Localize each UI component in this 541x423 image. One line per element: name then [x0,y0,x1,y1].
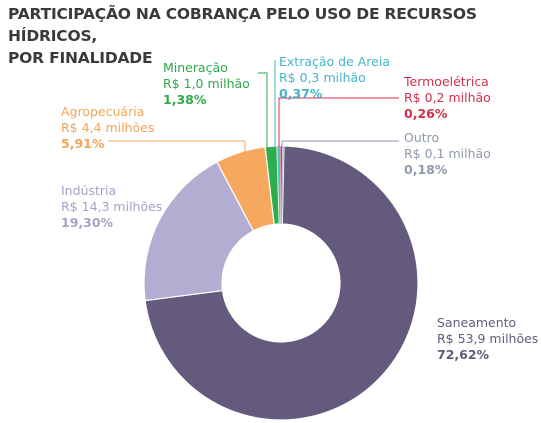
label-industria-percent: 19,30% [61,215,114,230]
leader-line-agropecuaria [108,140,246,156]
label-mineracao-name: Mineração [163,60,228,75]
label-outro-value: R$ 0,1 milhão [404,146,491,161]
label-saneamento-value: R$ 53,9 milhões [437,331,538,346]
chart-title-line-1: PARTICIPAÇÃO NA COBRANÇA PELO USO DE REC… [8,5,477,45]
slice-saneamento [144,145,419,421]
label-industria-value: R$ 14,3 milhões [61,199,162,214]
label-extracao-de-areia-percent: 0,37% [279,86,323,101]
label-mineracao-percent: 1,38% [163,92,207,107]
label-termoeletrica-value: R$ 0,2 milhão [404,90,491,105]
slice-industria [143,161,255,302]
label-outro-percent: 0,18% [404,162,448,177]
leader-lines-layer [108,60,399,156]
label-agropecuaria-value: R$ 4,4 milhões [61,120,154,135]
label-termoeletrica-percent: 0,26% [404,106,448,121]
label-agropecuaria-percent: 5,91% [61,136,105,151]
label-outro-name: Outro [404,130,439,145]
label-saneamento-name: Saneamento [437,315,516,330]
slice-outro [281,145,285,225]
label-extracao-de-areia-value: R$ 0,3 milhão [279,70,366,85]
label-saneamento-percent: 72,62% [437,347,490,362]
label-industria-name: Indústria [61,183,116,198]
label-extracao-de-areia-name: Extração de Areia [279,54,390,69]
leader-line-mineracao [258,72,268,148]
label-termoeletrica-name: Termoelétrica [403,74,489,89]
label-agropecuaria-name: Agropecuária [61,104,144,119]
leader-line-outro [281,140,399,147]
chart-title: PARTICIPAÇÃO NA COBRANÇA PELO USO DE REC… [8,3,538,69]
label-mineracao-value: R$ 1,0 milhão [163,76,250,91]
leader-line-termoeletrica [278,97,399,147]
slices-layer [143,145,419,421]
chart-title-line-2: POR FINALIDADE [8,49,153,67]
